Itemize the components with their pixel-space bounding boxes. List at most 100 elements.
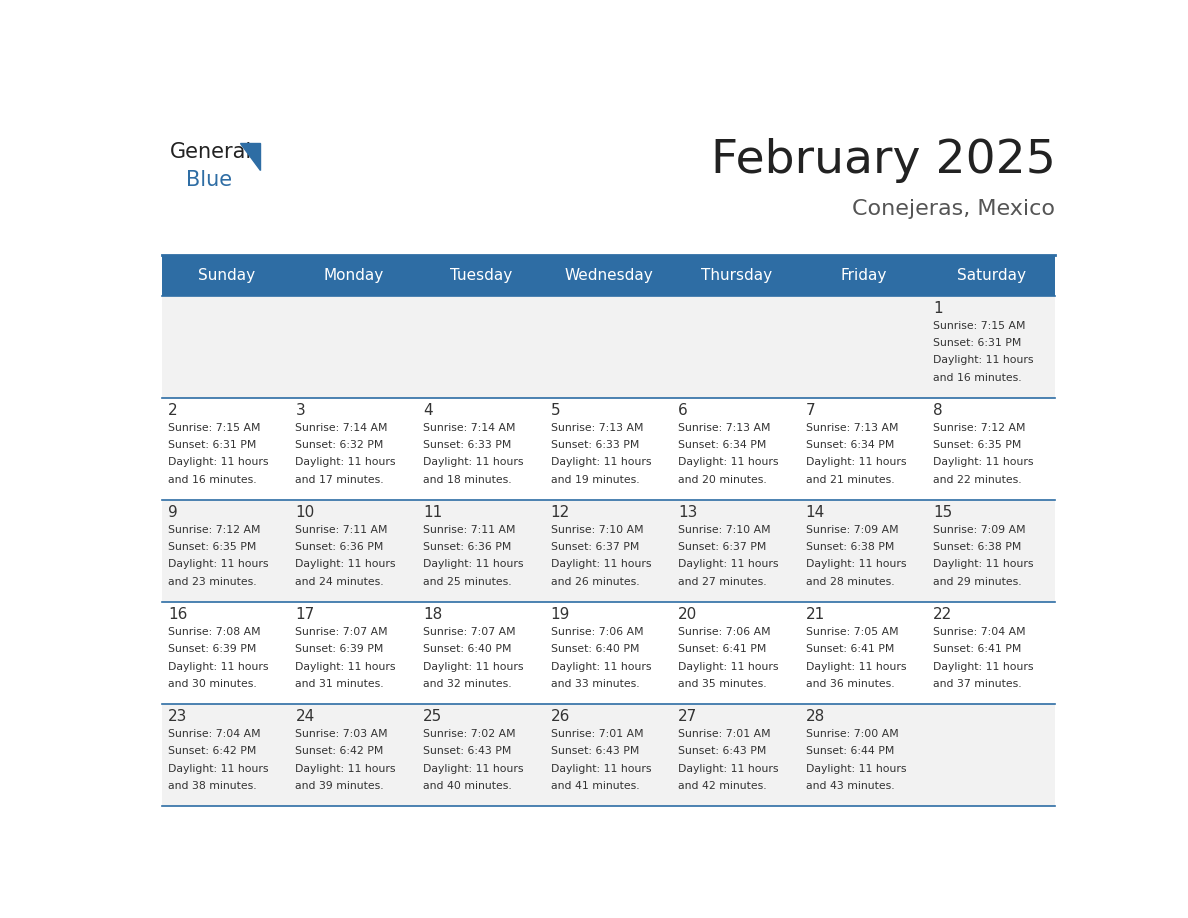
Text: Daylight: 11 hours: Daylight: 11 hours [678,559,778,569]
Text: Sunday: Sunday [197,268,254,283]
Text: February 2025: February 2025 [710,139,1055,184]
Text: and 36 minutes.: and 36 minutes. [805,678,895,688]
Bar [801,602,928,704]
Text: 22: 22 [934,607,953,622]
Text: Sunset: 6:42 PM: Sunset: 6:42 PM [168,746,257,756]
Text: Daylight: 11 hours: Daylight: 11 hours [550,764,651,774]
Text: Daylight: 11 hours: Daylight: 11 hours [678,662,778,672]
Bar [290,255,417,297]
Bar [417,704,545,806]
Text: Sunset: 6:33 PM: Sunset: 6:33 PM [550,440,639,450]
Text: Daylight: 11 hours: Daylight: 11 hours [296,457,396,467]
Text: Sunset: 6:41 PM: Sunset: 6:41 PM [934,644,1022,655]
Text: and 23 minutes.: and 23 minutes. [168,577,257,587]
Text: Sunrise: 7:13 AM: Sunrise: 7:13 AM [678,423,771,433]
Text: Daylight: 11 hours: Daylight: 11 hours [934,559,1034,569]
Text: Daylight: 11 hours: Daylight: 11 hours [296,662,396,672]
Text: 3: 3 [296,403,305,418]
Text: Sunrise: 7:05 AM: Sunrise: 7:05 AM [805,627,898,637]
Bar [545,704,672,806]
Bar [290,297,417,398]
Text: Daylight: 11 hours: Daylight: 11 hours [168,764,268,774]
Text: Sunrise: 7:12 AM: Sunrise: 7:12 AM [934,423,1025,433]
Text: 20: 20 [678,607,697,622]
Text: Sunset: 6:34 PM: Sunset: 6:34 PM [678,440,766,450]
Bar [672,704,801,806]
Text: General: General [170,142,252,162]
Text: 17: 17 [296,607,315,622]
Text: Sunrise: 7:15 AM: Sunrise: 7:15 AM [934,320,1025,330]
Text: Daylight: 11 hours: Daylight: 11 hours [550,457,651,467]
Text: Sunrise: 7:07 AM: Sunrise: 7:07 AM [296,627,388,637]
Text: Sunrise: 7:09 AM: Sunrise: 7:09 AM [934,525,1026,535]
Text: 7: 7 [805,403,815,418]
Text: Sunrise: 7:04 AM: Sunrise: 7:04 AM [934,627,1026,637]
Bar [290,602,417,704]
Text: Sunset: 6:35 PM: Sunset: 6:35 PM [168,543,257,553]
Text: Sunset: 6:42 PM: Sunset: 6:42 PM [296,746,384,756]
Text: 25: 25 [423,710,442,724]
Bar [801,704,928,806]
Text: and 42 minutes.: and 42 minutes. [678,781,766,791]
Text: Daylight: 11 hours: Daylight: 11 hours [678,457,778,467]
Text: 14: 14 [805,505,824,521]
Text: Sunset: 6:32 PM: Sunset: 6:32 PM [296,440,384,450]
Bar [417,255,545,297]
Text: Sunset: 6:41 PM: Sunset: 6:41 PM [678,644,766,655]
Text: 26: 26 [550,710,570,724]
Text: and 25 minutes.: and 25 minutes. [423,577,512,587]
Bar [163,297,290,398]
Text: Sunrise: 7:12 AM: Sunrise: 7:12 AM [168,525,260,535]
Text: and 39 minutes.: and 39 minutes. [296,781,384,791]
Text: Daylight: 11 hours: Daylight: 11 hours [550,662,651,672]
Bar [545,602,672,704]
Bar [290,704,417,806]
Text: Daylight: 11 hours: Daylight: 11 hours [550,559,651,569]
Text: Sunrise: 7:00 AM: Sunrise: 7:00 AM [805,729,898,739]
Text: and 19 minutes.: and 19 minutes. [550,475,639,485]
Text: Sunset: 6:43 PM: Sunset: 6:43 PM [678,746,766,756]
Bar [545,255,672,297]
Text: Daylight: 11 hours: Daylight: 11 hours [168,559,268,569]
Text: 6: 6 [678,403,688,418]
Text: Sunset: 6:39 PM: Sunset: 6:39 PM [168,644,257,655]
Text: Daylight: 11 hours: Daylight: 11 hours [805,662,906,672]
Bar [545,500,672,602]
Text: Sunset: 6:41 PM: Sunset: 6:41 PM [805,644,895,655]
Text: 19: 19 [550,607,570,622]
Text: Sunset: 6:36 PM: Sunset: 6:36 PM [423,543,511,553]
Text: 1: 1 [934,301,943,316]
Text: Daylight: 11 hours: Daylight: 11 hours [168,457,268,467]
Text: Sunset: 6:34 PM: Sunset: 6:34 PM [805,440,895,450]
Text: Friday: Friday [841,268,887,283]
Text: and 29 minutes.: and 29 minutes. [934,577,1022,587]
Text: 9: 9 [168,505,177,521]
Text: 12: 12 [550,505,570,521]
Text: and 27 minutes.: and 27 minutes. [678,577,766,587]
Text: Daylight: 11 hours: Daylight: 11 hours [934,662,1034,672]
Bar [545,297,672,398]
Bar [163,255,290,297]
Text: Sunset: 6:31 PM: Sunset: 6:31 PM [168,440,257,450]
Text: Sunset: 6:43 PM: Sunset: 6:43 PM [423,746,511,756]
Bar [801,398,928,500]
Text: and 22 minutes.: and 22 minutes. [934,475,1022,485]
Polygon shape [240,143,260,170]
Bar [928,255,1055,297]
Text: Daylight: 11 hours: Daylight: 11 hours [423,764,524,774]
Text: and 18 minutes.: and 18 minutes. [423,475,512,485]
Bar [672,297,801,398]
Bar [672,500,801,602]
Text: and 24 minutes.: and 24 minutes. [296,577,384,587]
Text: Sunrise: 7:11 AM: Sunrise: 7:11 AM [296,525,388,535]
Text: 15: 15 [934,505,953,521]
Text: and 43 minutes.: and 43 minutes. [805,781,895,791]
Text: and 38 minutes.: and 38 minutes. [168,781,257,791]
Text: Saturday: Saturday [958,268,1026,283]
Text: and 41 minutes.: and 41 minutes. [550,781,639,791]
Bar [163,398,290,500]
Text: Daylight: 11 hours: Daylight: 11 hours [423,457,524,467]
Text: Daylight: 11 hours: Daylight: 11 hours [678,764,778,774]
Text: 5: 5 [550,403,561,418]
Bar [801,500,928,602]
